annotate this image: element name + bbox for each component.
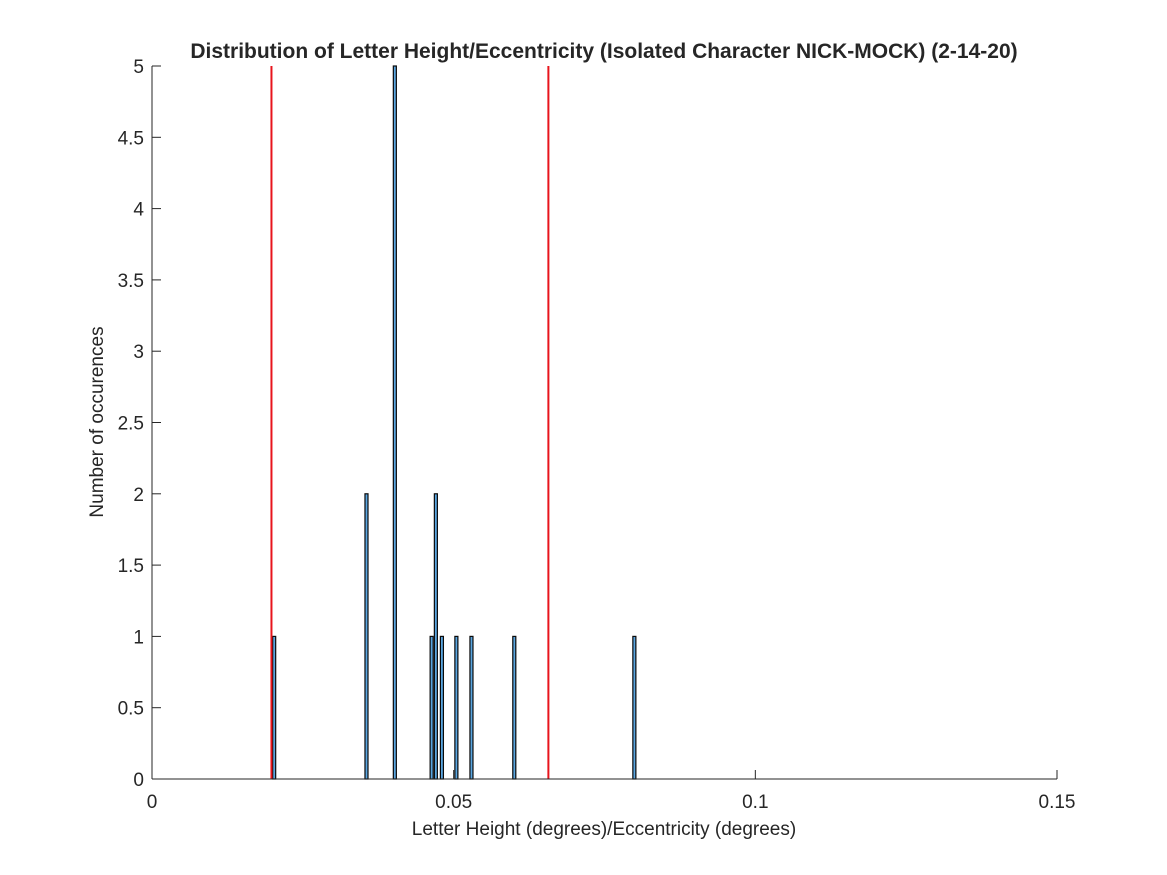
x-axis-label: Letter Height (degrees)/Eccentricity (de… [412, 819, 796, 840]
histogram-bar-5 [433, 493, 438, 780]
y-tick-label: 1 [133, 627, 144, 648]
histogram-bar-4 [429, 635, 434, 780]
histogram-bar-6 [439, 635, 445, 780]
histogram-bar-3 [392, 65, 397, 780]
x-tick-label: 0.15 [1039, 792, 1076, 813]
y-tick-label: 1.5 [118, 556, 144, 577]
reference-lines-layer [270, 66, 550, 779]
y-tick-label: 4 [133, 200, 144, 221]
histogram-bar-9 [512, 635, 517, 780]
y-tick-label: 3 [133, 342, 144, 363]
y-tick-label: 2 [133, 485, 144, 506]
y-tick-label: 2.5 [118, 414, 144, 435]
y-tick-label: 5 [133, 57, 144, 78]
histogram-bar-7 [454, 635, 459, 780]
histogram-bar-2 [364, 493, 369, 780]
chart-title: Distribution of Letter Height/Eccentrici… [190, 40, 1017, 63]
histogram-bar-1 [272, 635, 277, 780]
y-tick-label: 3.5 [118, 271, 144, 292]
x-tick-label: 0.05 [435, 792, 472, 813]
y-axis-label: Number of occurences [87, 326, 108, 517]
y-tick-label: 0 [133, 770, 144, 791]
y-tick-label: 0.5 [118, 699, 144, 720]
histogram-bar-10 [632, 635, 637, 780]
x-tick-label: 0.1 [742, 792, 768, 813]
y-ticks: 0 0.5 1 1.5 2 2.5 3 3.5 4 4.5 5 [118, 57, 161, 791]
x-tick-label: 0 [147, 792, 158, 813]
histogram-bar-8 [469, 635, 474, 780]
x-ticks: 0 0.05 0.1 0.15 [147, 770, 1076, 813]
y-tick-label: 4.5 [118, 128, 144, 149]
